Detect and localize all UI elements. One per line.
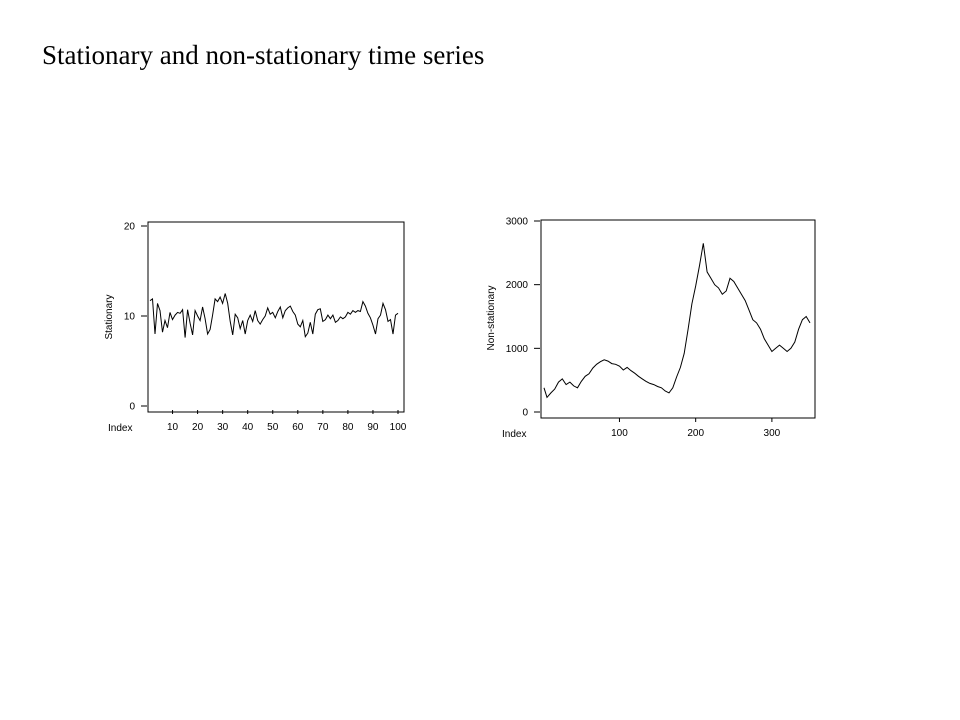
y-tick-label: 20 bbox=[124, 222, 136, 233]
x-tick-label: 30 bbox=[217, 422, 229, 433]
x-tick-label: 90 bbox=[367, 422, 379, 433]
y-tick-label: 0 bbox=[522, 408, 528, 419]
y-axis-ticks: 0 10 20 bbox=[124, 222, 147, 413]
series-line bbox=[543, 243, 811, 399]
x-tick-label: 70 bbox=[317, 422, 329, 433]
y-tick-label: 2000 bbox=[506, 280, 529, 291]
x-axis-label: Index bbox=[108, 423, 132, 434]
x-tick-label: 20 bbox=[192, 422, 204, 433]
x-tick-label: 300 bbox=[764, 428, 781, 439]
y-axis-label: Non-stationary bbox=[486, 285, 497, 350]
plot-frame bbox=[540, 219, 816, 419]
y-tick-label: 10 bbox=[124, 312, 136, 323]
series-line bbox=[149, 293, 399, 339]
x-axis-ticks: 100 200 300 bbox=[611, 418, 781, 439]
y-axis-label: Stationary bbox=[104, 294, 115, 339]
y-axis-ticks: 0 1000 2000 3000 bbox=[506, 217, 540, 419]
y-tick-label: 1000 bbox=[506, 344, 529, 355]
x-tick-label: 100 bbox=[390, 422, 407, 433]
x-tick-label: 50 bbox=[267, 422, 279, 433]
plot-frame bbox=[147, 221, 405, 413]
x-axis-ticks: 10 20 30 40 50 60 70 80 90 100 bbox=[167, 410, 407, 433]
x-tick-label: 10 bbox=[167, 422, 179, 433]
x-tick-label: 60 bbox=[292, 422, 304, 433]
x-tick-label: 40 bbox=[242, 422, 254, 433]
x-axis-label: Index bbox=[502, 429, 526, 440]
x-tick-label: 200 bbox=[687, 428, 704, 439]
y-tick-label: 0 bbox=[129, 402, 135, 413]
x-tick-label: 80 bbox=[342, 422, 354, 433]
slide-title: Stationary and non-stationary time serie… bbox=[42, 40, 485, 70]
y-tick-label: 3000 bbox=[506, 217, 529, 228]
x-tick-label: 100 bbox=[611, 428, 628, 439]
